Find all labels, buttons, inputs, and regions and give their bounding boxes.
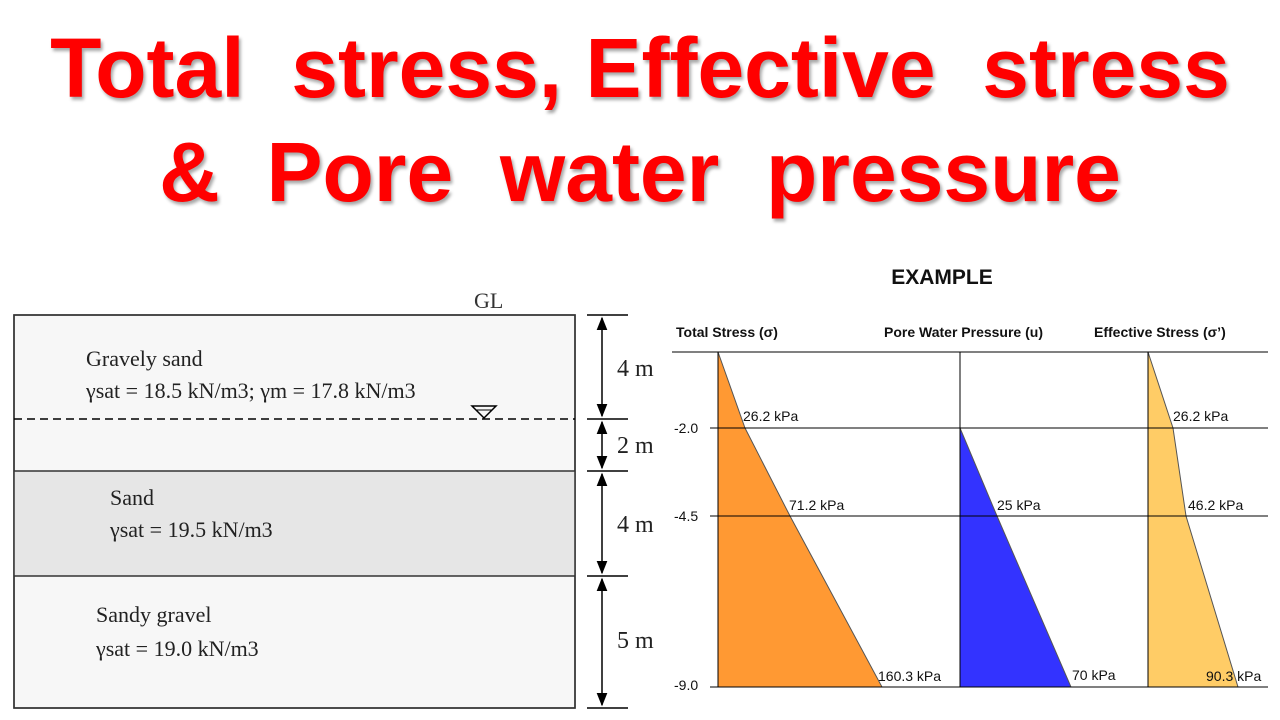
pore-pressure-label-1: 25 kPa	[997, 497, 1041, 513]
total-stress-title: Total Stress (σ)	[676, 324, 778, 340]
effective-stress-title: Effective Stress (σ’)	[1094, 324, 1226, 340]
title-line-1: Total stress, Effective stress	[50, 21, 1230, 115]
layer-1-name: Gravely sand	[86, 346, 203, 371]
pore-pressure-label-2: 70 kPa	[1072, 667, 1116, 683]
title-line-2: & Pore water pressure	[159, 125, 1121, 219]
total-stress-label-2: 71.2 kPa	[789, 497, 844, 513]
layer-3-property: γsat = 19.5 kN/m3	[109, 517, 273, 542]
pore-pressure-title: Pore Water Pressure (u)	[884, 324, 1043, 340]
layer-1-property: γsat = 18.5 kN/m3; γm = 17.8 kN/m3	[85, 378, 416, 403]
thickness-label-3: 4 m	[617, 512, 654, 538]
depth-label-2: -2.0	[674, 420, 698, 436]
effective-stress-label-3: 90.3 kPa	[1206, 668, 1261, 684]
pore-pressure-area	[959, 427, 1072, 688]
depth-label-4-5: -4.5	[674, 508, 698, 524]
stress-distribution: EXAMPLE Total Stress (σ) Pore Water Pres…	[672, 266, 1268, 693]
effective-stress-area	[1147, 351, 1239, 688]
effective-stress-label-2: 46.2 kPa	[1188, 497, 1243, 513]
depth-label-9: -9.0	[674, 677, 698, 693]
layer-4-property: γsat = 19.0 kN/m3	[95, 636, 259, 661]
soil-profile: GL Gravely sand γsat = 18.5 kN/m3; γm = …	[13, 288, 654, 709]
total-stress-area	[717, 351, 883, 688]
thickness-label-2: 2 m	[617, 433, 654, 459]
ground-level-label: GL	[474, 288, 503, 313]
total-stress-label-3: 160.3 kPa	[878, 668, 941, 684]
total-stress-label-1: 26.2 kPa	[743, 408, 798, 424]
layer-4-name: Sandy gravel	[96, 602, 211, 627]
effective-stress-label-1: 26.2 kPa	[1173, 408, 1228, 424]
layer-3-name: Sand	[110, 485, 154, 510]
example-heading: EXAMPLE	[891, 266, 993, 289]
sand-layer-fill	[14, 471, 575, 576]
water-table-icon	[470, 405, 498, 420]
thickness-label-1: 4 m	[617, 356, 654, 382]
thickness-label-4: 5 m	[617, 628, 654, 654]
